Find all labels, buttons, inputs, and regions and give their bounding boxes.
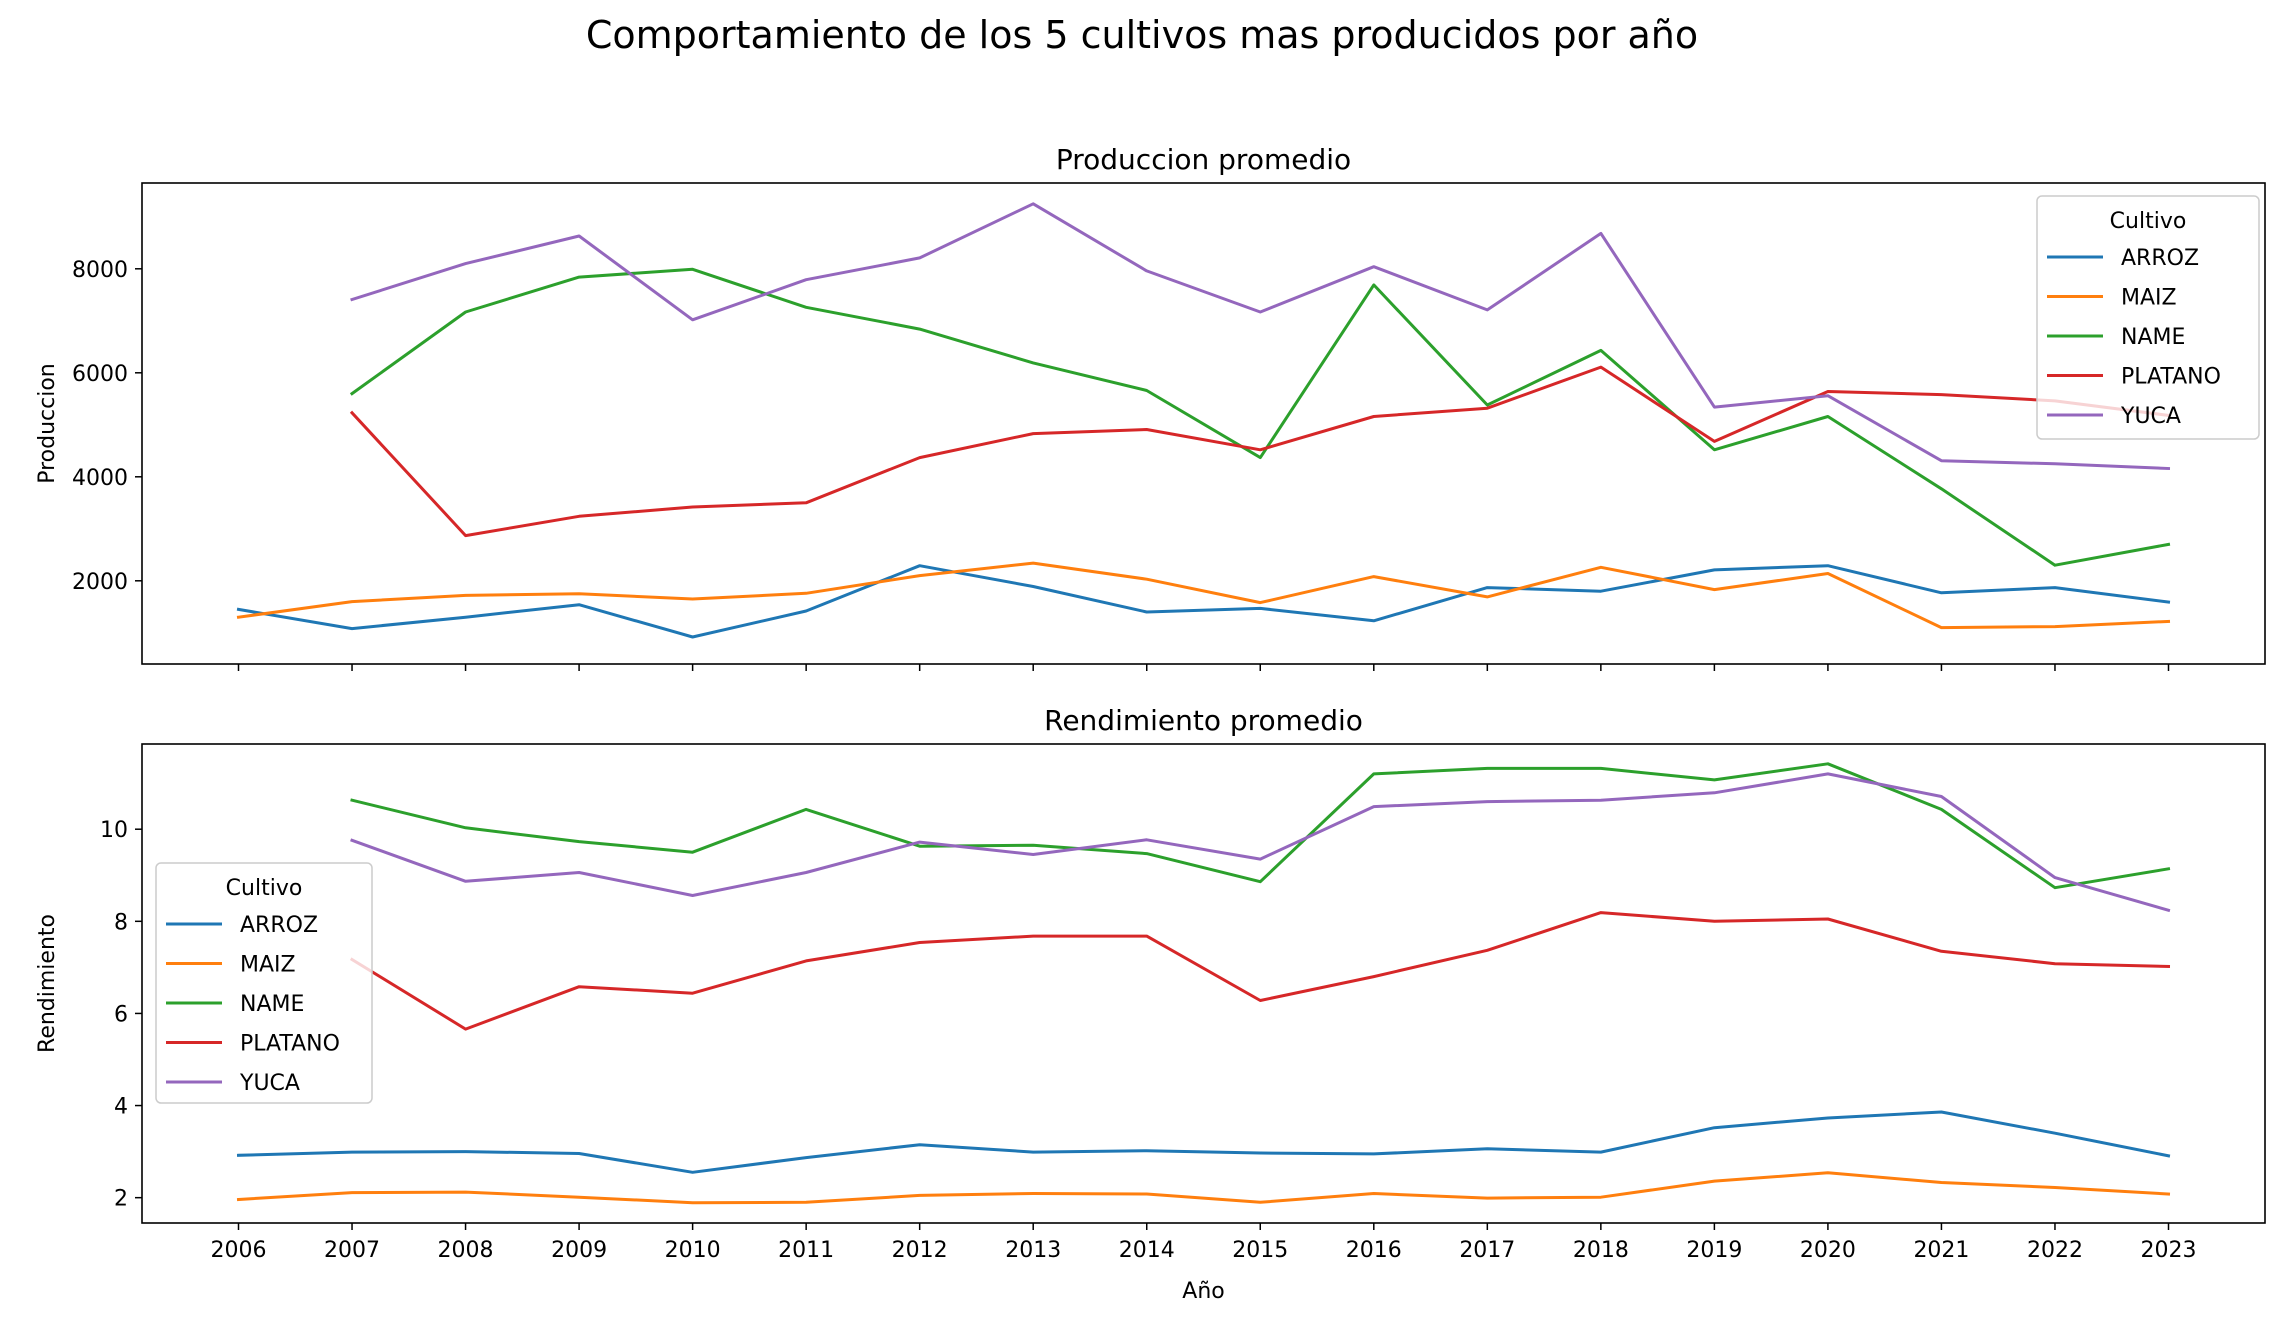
plot-frame xyxy=(141,182,2266,665)
legend-label-maiz: MAIZ xyxy=(2121,286,2177,311)
x-tick-label: 2015 xyxy=(1232,1238,1288,1263)
y-tick-label: 8 xyxy=(114,910,128,935)
series-line-platano xyxy=(349,365,2171,538)
x-tick-label: 2010 xyxy=(665,1238,721,1263)
x-tick-label: 2021 xyxy=(1913,1238,1969,1263)
y-tick-label: 6000 xyxy=(72,362,128,387)
legend-label-platano: PLATANO xyxy=(2121,365,2221,390)
y-axis-label: Rendimiento xyxy=(35,914,60,1053)
x-tick-label: 2012 xyxy=(892,1238,948,1263)
series-line-maiz xyxy=(236,561,2171,630)
chart-title: Rendimiento promedio xyxy=(1044,704,1363,737)
x-tick-label: 2022 xyxy=(2027,1238,2083,1263)
legend-label-yuca: YUCA xyxy=(239,1071,300,1096)
series-line-maiz xyxy=(236,1171,2171,1205)
series-line-name xyxy=(350,762,2171,890)
series-group xyxy=(236,202,2171,639)
series-line-arroz xyxy=(236,564,2171,639)
x-tick-label: 2020 xyxy=(1800,1238,1856,1263)
chart-title: Produccion promedio xyxy=(1056,143,1351,176)
x-tick-label: 2009 xyxy=(551,1238,607,1263)
production-chart: Produccion promedio 2000 4000 6000 8000 Produ… xyxy=(35,143,2266,671)
x-tick-label: 2008 xyxy=(438,1238,494,1263)
x-tick-label: 2018 xyxy=(1573,1238,1629,1263)
x-tick-label: 2016 xyxy=(1346,1238,1402,1263)
x-tick-label: 2017 xyxy=(1459,1238,1515,1263)
legend: Cultivo ARROZ MAIZ NAME PLATANO YUCA xyxy=(155,862,373,1104)
x-tick-label: 2019 xyxy=(1686,1238,1742,1263)
x-tick-label: 2007 xyxy=(324,1238,380,1263)
x-axis-label: Año xyxy=(1182,1279,1224,1304)
y-tick-label: 4 xyxy=(114,1095,128,1120)
figure-title: Comportamiento de los 5 cultivos mas pro… xyxy=(586,13,1698,57)
legend-label-arroz: ARROZ xyxy=(2121,246,2199,271)
x-tick-label: 2011 xyxy=(778,1238,834,1263)
y-tick-label: 10 xyxy=(100,818,128,843)
plot-frame xyxy=(141,743,2266,1224)
legend: Cultivo ARROZ MAIZ NAME PLATANO YUCA xyxy=(2036,195,2260,440)
series-group xyxy=(236,762,2171,1205)
legend-title: Cultivo xyxy=(2110,209,2187,234)
x-tick-label: 2023 xyxy=(2141,1238,2197,1263)
series-line-platano xyxy=(349,911,2171,1031)
y-tick-label: 4000 xyxy=(72,466,128,491)
legend-label-name: NAME xyxy=(240,992,304,1017)
legend-label-name: NAME xyxy=(2121,325,2185,350)
x-tick-label: 2014 xyxy=(1119,1238,1175,1263)
x-tick-label: 2013 xyxy=(1005,1238,1061,1263)
series-line-yuca xyxy=(350,202,2171,471)
legend-label-arroz: ARROZ xyxy=(240,913,318,938)
y-axis-label: Produccion xyxy=(35,363,60,484)
series-line-yuca xyxy=(350,772,2171,913)
series-line-arroz xyxy=(236,1110,2171,1174)
y-tick-label: 6 xyxy=(114,1002,128,1027)
legend-label-maiz: MAIZ xyxy=(240,953,296,978)
series-line-name xyxy=(349,267,2171,567)
legend-label-platano: PLATANO xyxy=(240,1032,340,1057)
y-tick-label: 2000 xyxy=(72,570,128,595)
x-tick-label: 2006 xyxy=(211,1238,267,1263)
yield-chart: Rendimiento promedio 2 4 6 8 10 2006 2007 2008 20… xyxy=(35,704,2266,1304)
legend-label-yuca: YUCA xyxy=(2120,404,2181,429)
y-tick-label: 8000 xyxy=(72,258,128,283)
legend-title: Cultivo xyxy=(226,876,303,901)
y-tick-label: 2 xyxy=(114,1187,128,1212)
